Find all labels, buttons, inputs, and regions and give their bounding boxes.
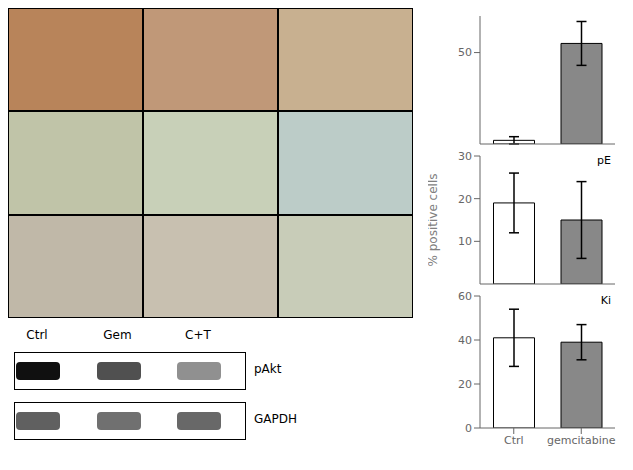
html-text:Ctrl: Ctrl [26, 328, 48, 342]
svg-text:30: 30 [458, 150, 472, 163]
svg-text:50: 50 [458, 46, 472, 59]
html-text:GAPDH: GAPDH [254, 412, 297, 426]
html-text:pE: pE [597, 154, 611, 167]
svg-text:10: 10 [458, 235, 472, 248]
svg-text:40: 40 [458, 334, 472, 347]
html-text:pAkt: pAkt [254, 362, 282, 376]
svg-text:Ctrl: Ctrl [504, 434, 524, 447]
svg-text:20: 20 [458, 193, 472, 206]
svg-text:gemcitabine: gemcitabine [547, 434, 616, 447]
svg-text:20: 20 [458, 378, 472, 391]
svg-text:60: 60 [458, 290, 472, 303]
svg-text:0: 0 [465, 422, 472, 435]
html-text:Ki: Ki [600, 294, 611, 307]
svg-text:% positive cells: % positive cells [428, 174, 440, 267]
html-text:Gem: Gem [103, 328, 132, 342]
html-text:C+T: C+T [185, 328, 211, 342]
